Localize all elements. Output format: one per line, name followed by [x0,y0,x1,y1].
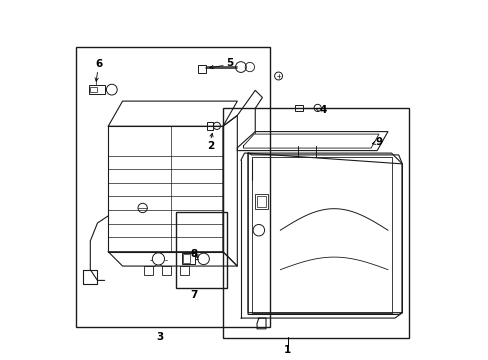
Text: 4: 4 [319,105,326,115]
Text: 8: 8 [189,249,197,259]
Bar [294,105,302,111]
Text: 9: 9 [375,137,382,147]
Text: 6: 6 [95,59,102,69]
Text: 2: 2 [206,141,214,151]
Bar [162,266,171,275]
Text: 7: 7 [189,291,197,301]
Bar [144,266,153,275]
Bar [76,47,269,327]
Bar [88,85,104,94]
Bar [198,65,205,73]
Text: 1: 1 [284,345,290,355]
Bar [183,254,190,263]
Bar [206,122,213,130]
Text: 3: 3 [156,332,163,342]
Bar [255,194,267,209]
Bar [90,87,97,92]
Bar [223,108,408,338]
Bar [257,196,265,207]
Bar [180,266,188,275]
Bar [182,253,195,264]
Bar [176,212,226,288]
Text: 5: 5 [226,58,233,68]
